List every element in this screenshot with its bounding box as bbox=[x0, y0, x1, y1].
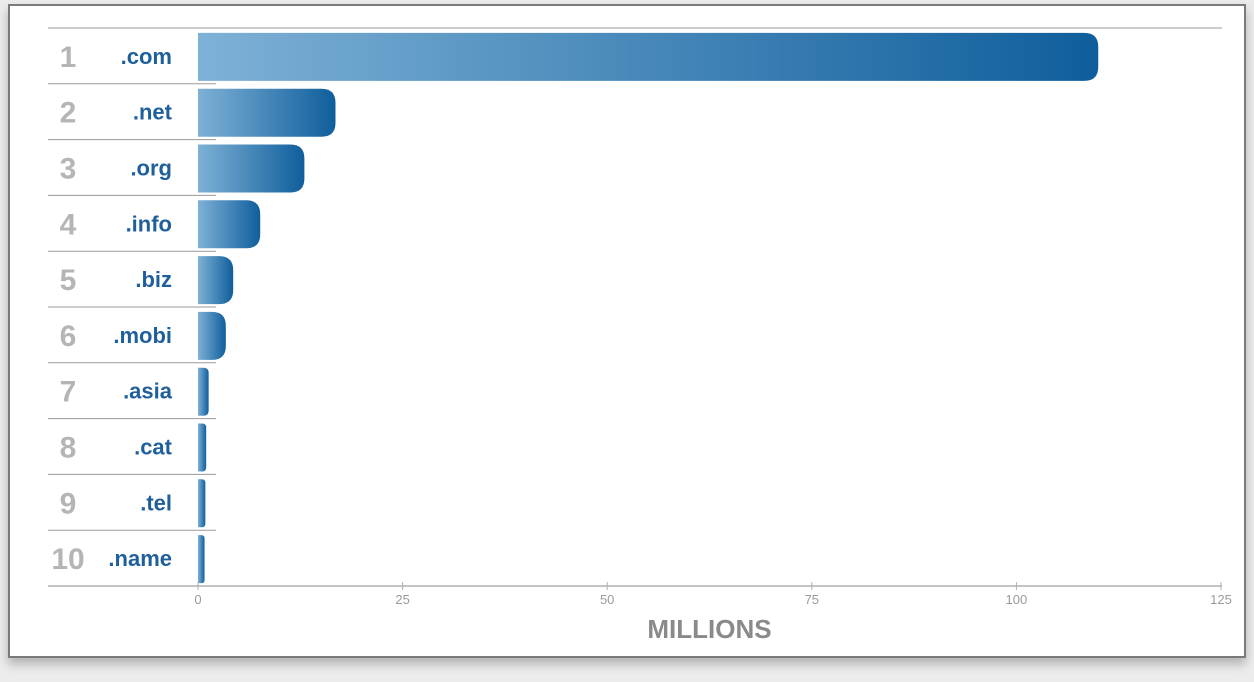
bar bbox=[198, 311, 226, 360]
x-tick-label: 25 bbox=[395, 592, 409, 607]
rank-label: 4 bbox=[60, 208, 77, 241]
rank-label: 8 bbox=[60, 432, 77, 465]
category-label: .cat bbox=[134, 435, 173, 460]
x-tick-label: 75 bbox=[805, 592, 819, 607]
category-label: .info bbox=[126, 211, 172, 236]
bar bbox=[198, 479, 206, 528]
x-tick-label: 125 bbox=[1210, 592, 1232, 607]
rank-label: 10 bbox=[51, 543, 84, 576]
rank-label: 3 bbox=[60, 153, 77, 186]
rank-label: 9 bbox=[60, 487, 77, 520]
bar bbox=[198, 200, 261, 249]
rank-label: 7 bbox=[60, 376, 77, 409]
bar bbox=[198, 367, 209, 416]
category-label: .net bbox=[133, 100, 173, 125]
category-label: .com bbox=[121, 44, 172, 69]
rank-label: 2 bbox=[60, 97, 77, 130]
bar-chart: 1 .com 2 .net 3 .org 4 .info 5 .biz 6 .mobi 7 .asia 8.… bbox=[48, 27, 1232, 644]
x-tick-label: 50 bbox=[600, 592, 614, 607]
rank-label: 1 bbox=[60, 41, 77, 74]
bar bbox=[198, 535, 205, 584]
bar bbox=[198, 88, 336, 137]
category-label: .tel bbox=[140, 490, 172, 515]
chart-frame: 1 .com 2 .net 3 .org 4 .info 5 .biz 6 .mobi 7 .asia 8.… bbox=[8, 4, 1246, 658]
category-label: .org bbox=[130, 156, 172, 181]
rank-label: 6 bbox=[60, 320, 77, 353]
category-label: .biz bbox=[135, 267, 172, 292]
x-tick-label: 0 bbox=[194, 592, 201, 607]
category-label: .mobi bbox=[113, 323, 172, 348]
rank-label: 5 bbox=[60, 264, 77, 297]
category-label: .name bbox=[108, 546, 172, 571]
bar bbox=[198, 32, 1099, 81]
x-tick-label: 100 bbox=[1006, 592, 1028, 607]
category-label: .asia bbox=[123, 379, 173, 404]
x-axis-title: MILLIONS bbox=[647, 614, 771, 644]
bar bbox=[198, 256, 234, 305]
bar bbox=[198, 423, 207, 472]
bar bbox=[198, 144, 305, 193]
